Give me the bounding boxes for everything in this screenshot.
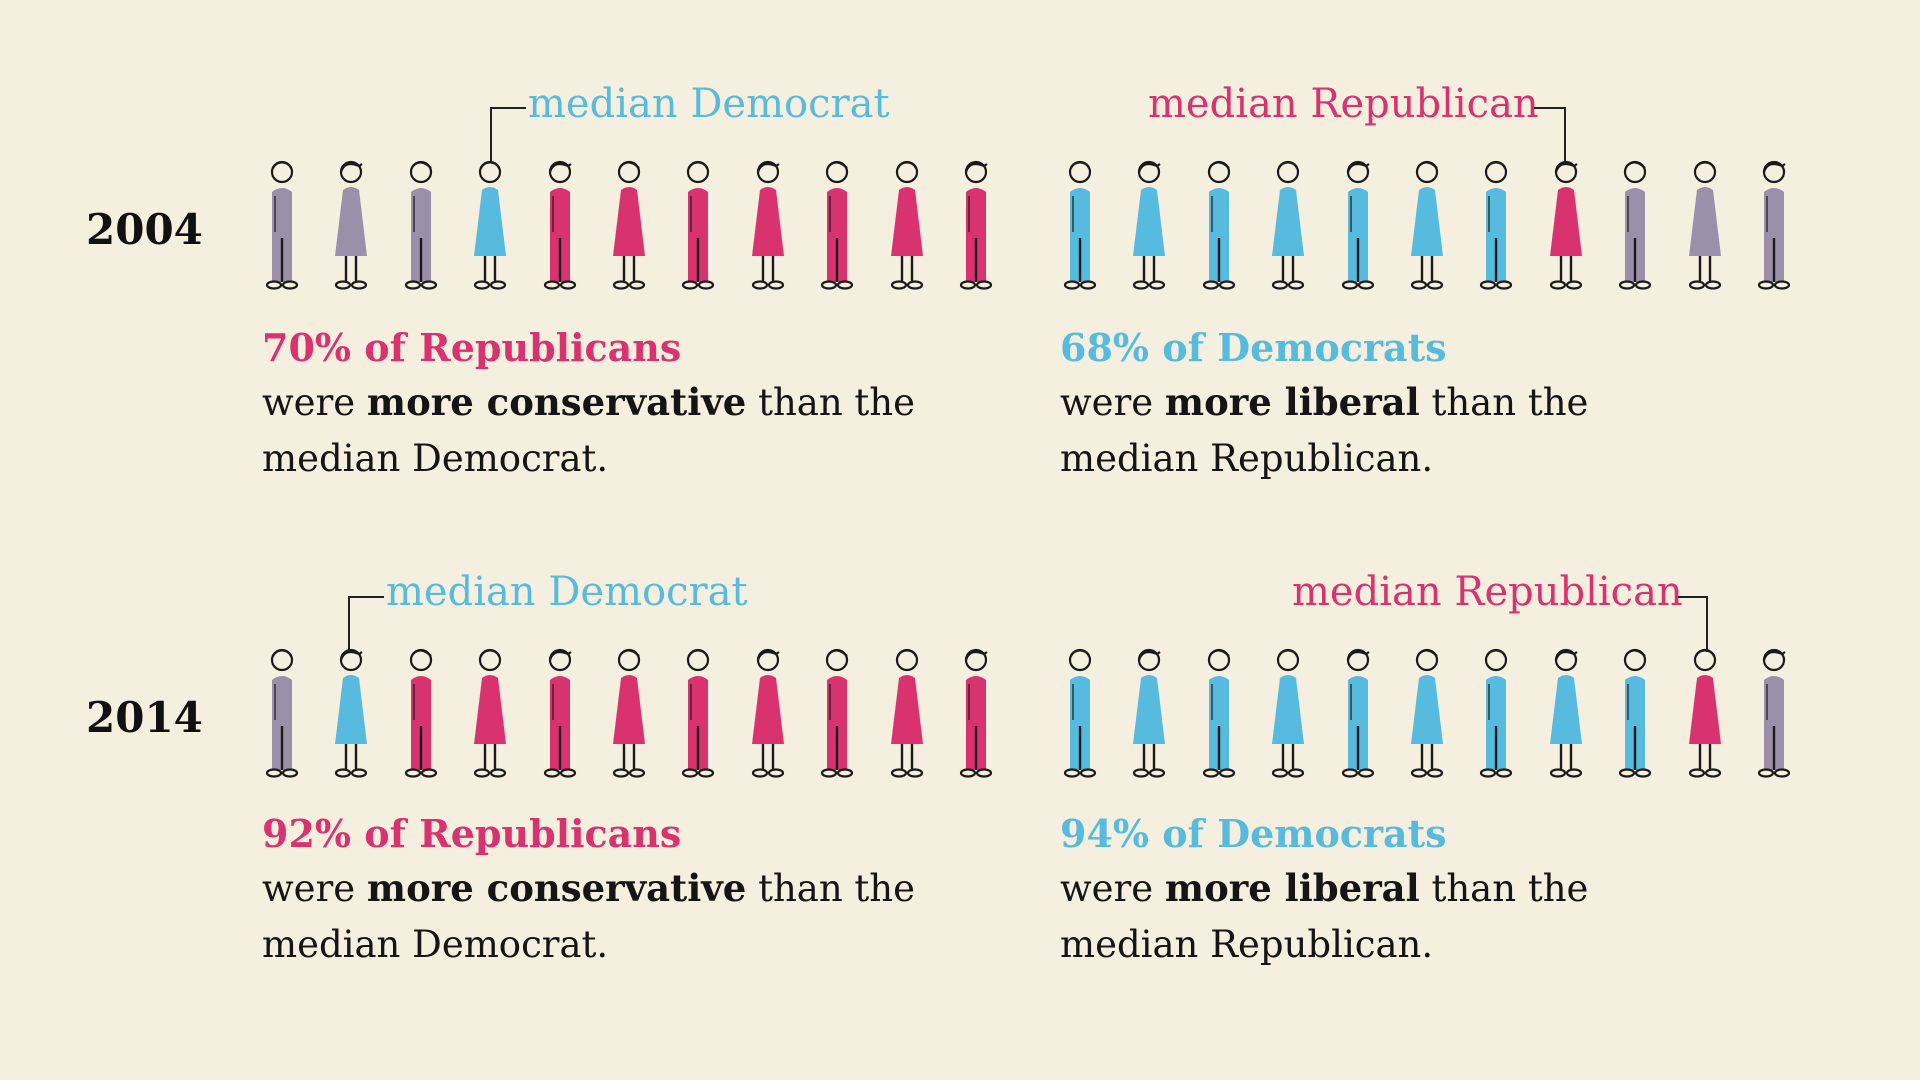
republican-figures-row-2014 [260, 648, 993, 778]
stat-body: were more liberal than the median Republi… [1060, 866, 1589, 966]
person-figure [815, 160, 859, 290]
median-democrat-label-2014: median Democrat [386, 569, 748, 615]
person-figure [1474, 648, 1518, 778]
republican-figures-row-2004 [260, 160, 993, 290]
democrat-figures-row-2004 [1058, 160, 1791, 290]
stat-body: were more conservative than the median De… [262, 866, 916, 966]
person-figure [1058, 160, 1102, 290]
person-figure [1127, 160, 1171, 290]
person-figure [1405, 648, 1449, 778]
person-figure [607, 160, 651, 290]
person-figure [676, 648, 720, 778]
median-person-figure [1544, 160, 1588, 290]
republicans-stat-2014: 92% of Republicans were more conservativ… [262, 808, 1022, 973]
person-figure [260, 648, 304, 778]
person-figure [399, 160, 443, 290]
stat-body: were more liberal than the median Republi… [1060, 380, 1589, 480]
person-figure [329, 160, 373, 290]
person-figure [1197, 160, 1241, 290]
republicans-stat-2004: 70% of Republicans were more conservativ… [262, 322, 1022, 487]
person-figure [538, 648, 582, 778]
median-person-figure [329, 648, 373, 778]
person-figure [885, 160, 929, 290]
person-figure [1058, 648, 1102, 778]
median-republican-bracket-2014 [1678, 596, 1708, 652]
person-figure [1266, 160, 1310, 290]
year-label-2004: 2004 [86, 205, 203, 254]
person-figure [885, 648, 929, 778]
median-person-figure [1683, 648, 1727, 778]
person-figure [468, 648, 512, 778]
person-figure [815, 648, 859, 778]
median-republican-label-2014: median Republican [1292, 569, 1683, 615]
person-figure [1127, 648, 1171, 778]
democrats-stat-2014: 94% of Democrats were more liberal than … [1060, 808, 1820, 973]
person-figure [260, 160, 304, 290]
person-figure [1544, 648, 1588, 778]
person-figure [1613, 160, 1657, 290]
person-figure [1683, 160, 1727, 290]
person-figure [746, 648, 790, 778]
stat-headline: 94% of Democrats [1060, 811, 1447, 856]
democrat-figures-row-2014 [1058, 648, 1791, 778]
person-figure [1266, 648, 1310, 778]
person-figure [746, 160, 790, 290]
year-label-2014: 2014 [86, 693, 203, 742]
person-figure [954, 160, 998, 290]
democrats-stat-2004: 68% of Democrats were more liberal than … [1060, 322, 1820, 487]
person-figure [1336, 648, 1380, 778]
stat-headline: 68% of Democrats [1060, 325, 1447, 370]
stat-body: were more conservative than the median De… [262, 380, 916, 480]
person-figure [1197, 648, 1241, 778]
median-democrat-bracket-2004 [490, 107, 526, 163]
person-figure [676, 160, 720, 290]
stat-headline: 92% of Republicans [262, 811, 682, 856]
person-figure [1336, 160, 1380, 290]
person-figure [1405, 160, 1449, 290]
person-figure [399, 648, 443, 778]
person-figure [1752, 160, 1796, 290]
median-republican-bracket-2004 [1534, 107, 1566, 163]
person-figure [607, 648, 651, 778]
median-person-figure [468, 160, 512, 290]
person-figure [1752, 648, 1796, 778]
person-figure [954, 648, 998, 778]
median-democrat-label-2004: median Democrat [528, 81, 890, 127]
median-republican-label-2004: median Republican [1148, 81, 1539, 127]
person-figure [1474, 160, 1518, 290]
person-figure [1613, 648, 1657, 778]
stat-headline: 70% of Republicans [262, 325, 682, 370]
person-figure [538, 160, 582, 290]
median-democrat-bracket-2014 [348, 596, 384, 652]
